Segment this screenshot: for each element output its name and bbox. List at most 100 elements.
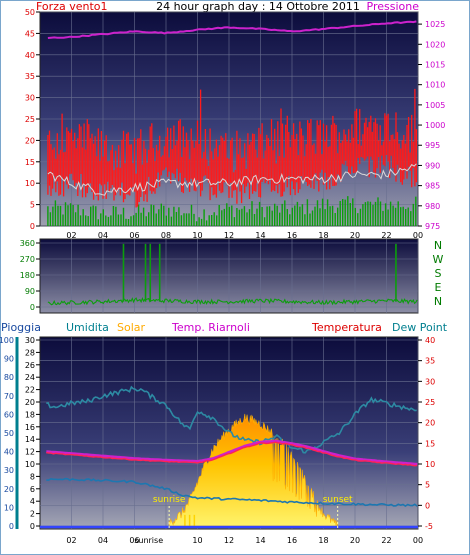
time-tick-label: 08 [161, 231, 171, 240]
solar-tick-label: 18 [25, 410, 35, 419]
wind-direction-series [47, 296, 418, 306]
wind-tick-label: 40 [25, 51, 35, 60]
time-tick-label: 16 [287, 536, 297, 545]
pressure-tick-label: 990 [425, 161, 440, 170]
time-tick-label: 00 [413, 536, 423, 545]
time-axis-bottom: 02 04 06 10 12 14 16 18 20 22 00 sunrise [66, 536, 423, 545]
temperature-series [46, 441, 418, 467]
sunset-label: sunset [323, 495, 353, 505]
time-tick-label: 06 [129, 231, 139, 240]
humidity-series [46, 385, 417, 454]
temperature-tick-label: 10 [425, 460, 435, 469]
legend-label: Dew Point [392, 321, 448, 334]
temperature-tick-label: 35 [425, 357, 435, 366]
chart-legend: Pioggia Umidita Solar Temp. Riarnoli Tempera… [1, 321, 448, 334]
wind-tick-label: 35 [25, 72, 35, 81]
sunrise-axis-label: sunrise [134, 536, 163, 545]
compass-label: N [434, 239, 442, 252]
wind-tick-label: 5 [30, 201, 35, 210]
pressure-tick-label: 975 [425, 222, 440, 231]
compass-label: E [435, 281, 442, 294]
solar-tick-label: 0 [30, 522, 35, 531]
solar-tick-label: 24 [25, 373, 35, 382]
legend-label: Pioggia [1, 321, 41, 334]
solar-tick-label: 4 [30, 497, 35, 506]
pressure-tick-label: 1005 [425, 101, 445, 110]
time-tick-label: 10 [192, 231, 202, 240]
sunrise-label: sunrise [153, 495, 186, 505]
rain-tick-label: 20 [4, 485, 14, 494]
time-tick-label: 22 [381, 536, 391, 545]
temperature-tick-label: -5 [425, 522, 433, 531]
solar-tick-label: 10 [25, 460, 35, 469]
legend-label: Temperatura [311, 321, 382, 334]
direction-tick-label: 90 [25, 287, 35, 296]
pressure-tick-label: 1015 [425, 60, 445, 69]
solar-tick-label: 14 [25, 435, 35, 444]
direction-tick-label: 360 [20, 239, 35, 248]
rain-tick-label: 0 [9, 522, 14, 531]
time-tick-label: 12 [224, 231, 234, 240]
pressure-tick-label: 1010 [425, 81, 445, 90]
wind-pressure-series [47, 20, 418, 226]
solar-tick-label: 20 [25, 398, 35, 407]
rain-axis: 0 10 20 30 40 50 60 70 80 90 100 [0, 336, 19, 531]
solar-tick-label: 12 [25, 448, 35, 457]
temp-riarnoli-series [46, 439, 418, 466]
legend-label: Umidita [66, 321, 109, 334]
solar-tick-label: 30 [25, 336, 35, 345]
time-tick-label: 02 [66, 536, 76, 545]
temperature-tick-label: 40 [425, 336, 435, 345]
wind-tick-label: 50 [25, 8, 35, 17]
solar-tick-label: 6 [30, 485, 35, 494]
time-tick-label: 00 [413, 231, 423, 240]
pressure-tick-label: 995 [425, 141, 440, 150]
solar-tick-label: 2 [30, 510, 35, 519]
time-tick-label: 20 [350, 231, 360, 240]
time-tick-label: 20 [350, 536, 360, 545]
wind-pressure-grid [40, 11, 419, 227]
solar-tick-label: 26 [25, 361, 35, 370]
time-tick-label: 18 [318, 536, 328, 545]
rain-tick-label: 100 [0, 336, 14, 345]
wind-tick-label: 45 [25, 29, 35, 38]
temperature-tick-label: 15 [425, 439, 435, 448]
wind-tick-label: 30 [25, 94, 35, 103]
gust-bars [47, 196, 417, 226]
pressure-axis: 975 980 985 990 995 1000 1005 1010 1015 1020 1025 [418, 20, 445, 231]
rain-tick-label: 30 [4, 466, 14, 475]
chart-title: 24 hour graph day : 14 Ottobre 2011 [156, 0, 360, 13]
pressure-axis-title: Pressione [367, 0, 420, 13]
rain-tick-label: 90 [4, 355, 14, 364]
time-tick-label: 16 [287, 231, 297, 240]
wind-tick-label: 0 [30, 222, 35, 231]
rain-tick-label: 60 [4, 410, 14, 419]
time-tick-label: 10 [192, 536, 202, 545]
wind-axis-title: Forza vento1 [36, 0, 108, 13]
pressure-series [47, 20, 417, 39]
temperature-axis: -5 0 5 10 15 20 25 30 35 40 [418, 336, 435, 531]
time-tick-label: 12 [224, 536, 234, 545]
dew-point-series [46, 477, 418, 507]
time-tick-label: 04 [98, 231, 108, 240]
solar-tick-label: 8 [30, 472, 35, 481]
pressure-tick-label: 1020 [425, 40, 445, 49]
wind-speed-axis: 0 5 10 15 20 25 30 35 40 45 50 [25, 8, 40, 231]
rain-tick-label: 80 [4, 373, 14, 382]
time-tick-label: 04 [98, 536, 108, 545]
time-tick-label: 14 [255, 536, 265, 545]
temperature-tick-label: 20 [425, 419, 435, 428]
average-wind-series [47, 163, 417, 196]
wind-direction-series [47, 243, 418, 306]
temperature-tick-label: 25 [425, 398, 435, 407]
time-tick-label: 02 [66, 231, 76, 240]
solar-tick-label: 22 [25, 386, 35, 395]
wind-tick-label: 10 [25, 179, 35, 188]
legend-label: Temp. Riarnoli [171, 321, 250, 334]
legend-label: Solar [117, 321, 146, 334]
time-tick-label: 14 [255, 231, 265, 240]
pressure-tick-label: 1025 [425, 20, 445, 29]
temperature-tick-label: 5 [425, 481, 430, 490]
